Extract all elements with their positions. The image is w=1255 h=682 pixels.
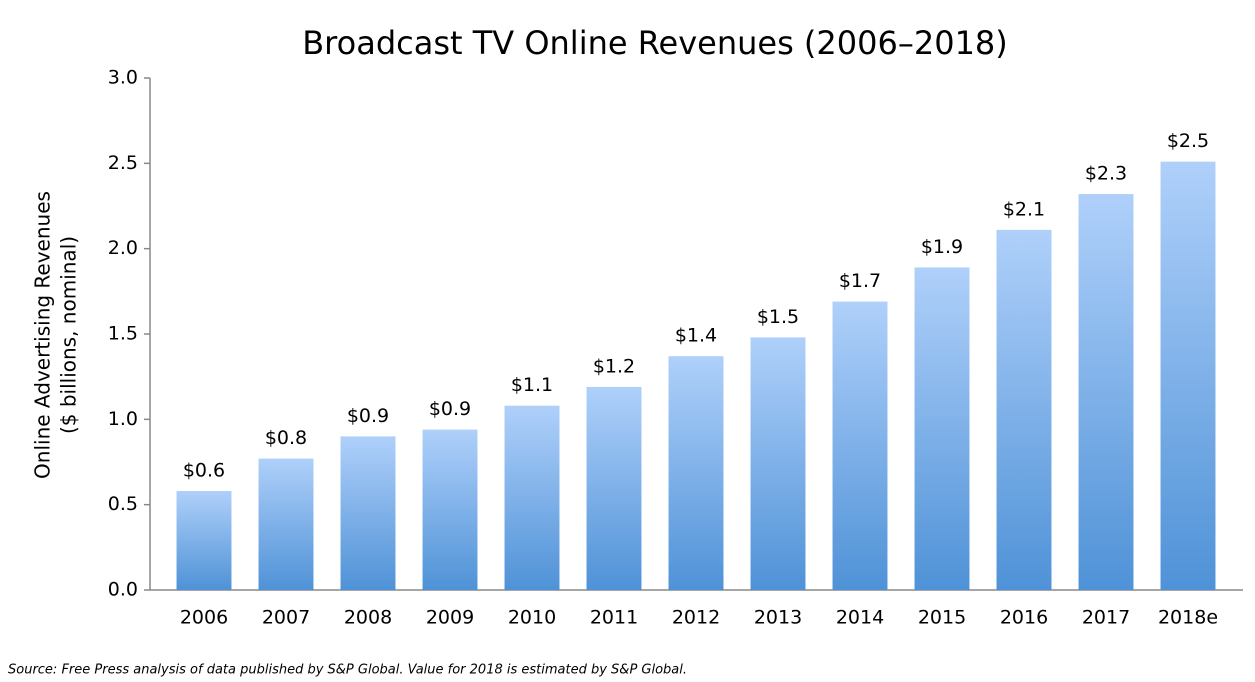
x-tick-label: 2015 — [918, 607, 966, 629]
x-tick-label: 2014 — [836, 607, 884, 629]
bar — [504, 405, 560, 590]
y-tick-label: 1.0 — [108, 408, 138, 430]
x-tick-label: 2013 — [754, 607, 802, 629]
bar — [914, 267, 970, 590]
value-label: $1.7 — [839, 270, 881, 292]
bar — [340, 436, 396, 590]
y-tick-label: 0.0 — [108, 579, 138, 601]
value-label: $1.1 — [511, 374, 553, 396]
y-tick-label: 3.0 — [108, 67, 138, 89]
y-axis-title: Online Advertising Revenues — [31, 191, 55, 479]
bar — [176, 491, 232, 590]
value-label: $2.5 — [1167, 130, 1209, 152]
value-label: $1.9 — [921, 236, 963, 258]
bar — [668, 356, 724, 590]
bar — [1160, 161, 1216, 591]
x-tick-label: 2011 — [590, 607, 638, 629]
bar — [258, 458, 314, 590]
value-label: $1.2 — [593, 355, 635, 377]
y-tick-label: 1.5 — [108, 323, 138, 345]
value-label: $1.5 — [757, 306, 799, 328]
value-label: $0.9 — [347, 405, 389, 427]
x-tick-label: 2007 — [262, 607, 310, 629]
x-tick-label: 2016 — [1000, 607, 1048, 629]
x-tick-label: 2009 — [426, 607, 474, 629]
y-tick-label: 2.0 — [108, 237, 138, 259]
chart-title: Broadcast TV Online Revenues (2006–2018) — [302, 24, 1008, 62]
y-axis-title: ($ billions, nominal) — [57, 236, 81, 434]
bar — [586, 386, 642, 590]
value-label: $1.4 — [675, 325, 717, 347]
value-label: $0.8 — [265, 427, 307, 449]
x-tick-label: 2006 — [180, 607, 228, 629]
y-tick-label: 0.5 — [108, 493, 138, 515]
x-tick-label: 2012 — [672, 607, 720, 629]
x-tick-label: 2010 — [508, 607, 556, 629]
source-note: Source: Free Press analysis of data publ… — [8, 663, 687, 678]
value-label: $0.9 — [429, 398, 471, 420]
value-label: $2.3 — [1085, 163, 1127, 185]
value-label: $0.6 — [183, 460, 225, 482]
x-tick-label: 2018e — [1158, 607, 1218, 629]
bar — [422, 429, 478, 590]
x-tick-label: 2017 — [1082, 607, 1130, 629]
y-tick-label: 2.5 — [108, 152, 138, 174]
bar — [996, 229, 1052, 591]
bar — [750, 337, 806, 590]
bar — [1078, 194, 1134, 590]
bar — [832, 301, 888, 590]
value-label: $2.1 — [1003, 198, 1045, 220]
x-tick-label: 2008 — [344, 607, 392, 629]
